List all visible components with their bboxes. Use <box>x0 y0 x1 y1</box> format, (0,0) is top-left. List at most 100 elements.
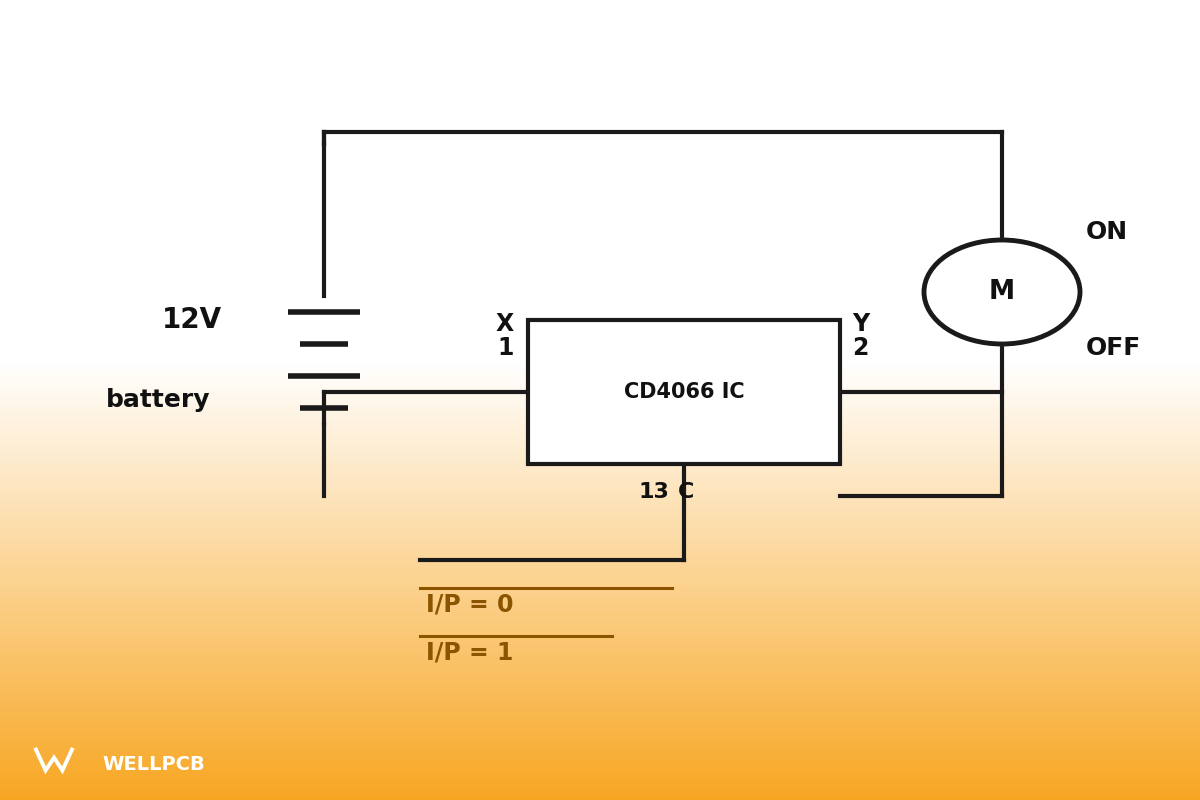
Bar <box>0 550 1200 552</box>
Bar <box>0 366 1200 368</box>
Text: I/P = 1: I/P = 1 <box>426 640 514 664</box>
Bar <box>0 102 1200 104</box>
Bar <box>0 446 1200 448</box>
Bar <box>0 128 1200 130</box>
Bar <box>0 408 1200 410</box>
Bar <box>0 442 1200 446</box>
Bar <box>0 506 1200 510</box>
Bar <box>0 254 1200 256</box>
Bar <box>0 566 1200 568</box>
Bar <box>0 38 1200 40</box>
Bar <box>0 720 1200 722</box>
Bar <box>0 526 1200 528</box>
Bar <box>0 782 1200 784</box>
Bar <box>0 734 1200 736</box>
Bar <box>0 390 1200 392</box>
Bar <box>0 546 1200 550</box>
Bar <box>0 186 1200 190</box>
Text: 2: 2 <box>852 336 869 360</box>
Bar <box>0 8 1200 10</box>
Bar <box>0 274 1200 278</box>
Bar <box>0 502 1200 504</box>
Bar <box>0 130 1200 134</box>
Bar <box>0 470 1200 472</box>
Bar <box>0 26 1200 30</box>
Bar <box>0 672 1200 674</box>
Bar <box>0 190 1200 192</box>
Bar <box>0 350 1200 352</box>
Bar <box>0 374 1200 376</box>
Bar <box>0 314 1200 318</box>
Bar <box>0 34 1200 38</box>
Bar <box>0 486 1200 488</box>
Bar <box>0 342 1200 344</box>
Bar <box>0 66 1200 70</box>
Bar <box>0 170 1200 174</box>
Text: 13: 13 <box>638 482 670 502</box>
Bar <box>0 290 1200 294</box>
Bar <box>0 250 1200 254</box>
Bar <box>0 94 1200 96</box>
Bar <box>0 634 1200 638</box>
Bar <box>0 490 1200 494</box>
Bar <box>0 688 1200 690</box>
Bar <box>0 600 1200 602</box>
Bar <box>0 726 1200 728</box>
Bar <box>0 56 1200 58</box>
Bar <box>0 430 1200 432</box>
Bar <box>0 650 1200 654</box>
Bar <box>0 538 1200 542</box>
Bar <box>0 398 1200 400</box>
Bar <box>0 208 1200 210</box>
Bar <box>0 294 1200 296</box>
Bar <box>0 784 1200 786</box>
Bar <box>0 142 1200 144</box>
Bar <box>0 418 1200 422</box>
Bar <box>0 42 1200 46</box>
Bar <box>0 248 1200 250</box>
Bar <box>0 520 1200 522</box>
Bar <box>0 584 1200 586</box>
Bar <box>0 410 1200 414</box>
Bar <box>0 432 1200 434</box>
Bar <box>0 568 1200 570</box>
Bar <box>0 638 1200 640</box>
Bar <box>0 240 1200 242</box>
Bar <box>0 592 1200 594</box>
Bar <box>0 422 1200 424</box>
Bar <box>0 674 1200 678</box>
Bar <box>0 696 1200 698</box>
Bar <box>0 472 1200 474</box>
Bar <box>0 610 1200 614</box>
Bar <box>0 758 1200 760</box>
Bar <box>0 406 1200 408</box>
Bar <box>0 462 1200 464</box>
Bar <box>0 344 1200 346</box>
Bar <box>0 262 1200 264</box>
Bar <box>0 354 1200 358</box>
Bar <box>0 280 1200 282</box>
Bar <box>0 798 1200 800</box>
Bar <box>0 120 1200 122</box>
Bar <box>0 454 1200 456</box>
Bar <box>0 46 1200 48</box>
Bar <box>0 48 1200 50</box>
Bar <box>0 752 1200 754</box>
Bar <box>0 368 1200 370</box>
Bar <box>0 450 1200 454</box>
Bar <box>0 766 1200 768</box>
Bar <box>0 6 1200 8</box>
Bar <box>0 330 1200 334</box>
Bar <box>0 304 1200 306</box>
Bar <box>0 670 1200 672</box>
Bar <box>0 746 1200 750</box>
Text: I/P = 0: I/P = 0 <box>426 592 514 616</box>
Text: CD4066 IC: CD4066 IC <box>624 382 744 402</box>
Bar <box>0 138 1200 142</box>
Bar <box>0 18 1200 22</box>
Bar <box>0 626 1200 630</box>
Bar <box>0 632 1200 634</box>
Bar <box>0 178 1200 182</box>
Bar <box>0 642 1200 646</box>
Bar <box>0 2 1200 6</box>
